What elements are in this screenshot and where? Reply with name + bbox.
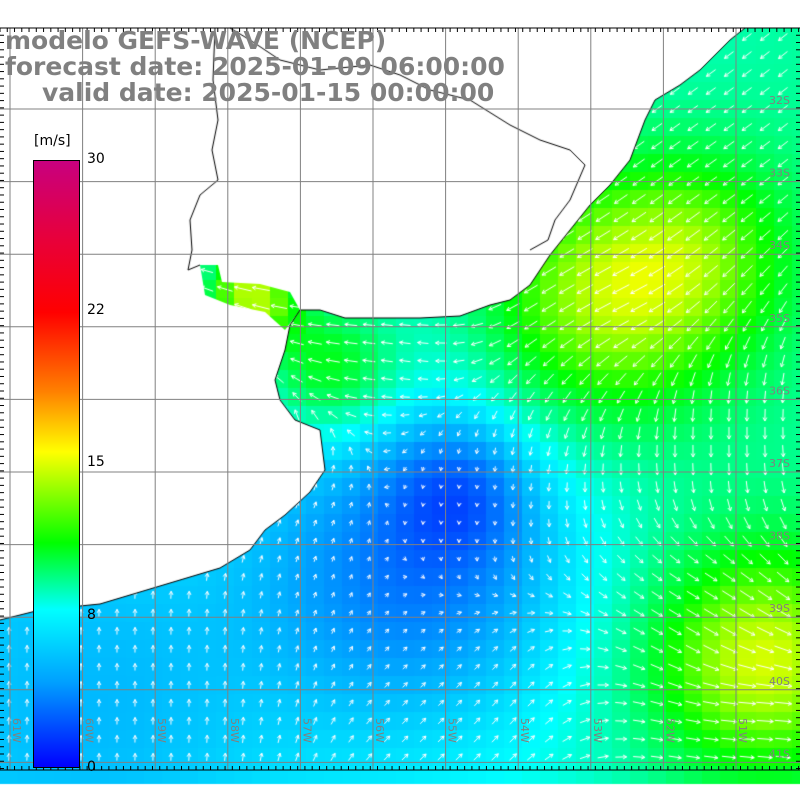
- lat-label: 38S: [769, 530, 790, 543]
- colorbar-tick-30: 30: [87, 151, 105, 167]
- colorbar-tick-0: 0: [87, 759, 96, 775]
- lat-label: 33S: [769, 167, 790, 180]
- lon-label: 51W: [736, 718, 749, 743]
- lon-label: 53W: [591, 718, 604, 743]
- lat-label: 36S: [769, 384, 790, 397]
- lon-label: 60W: [83, 718, 96, 743]
- title-model: modelo GEFS-WAVE (NCEP): [5, 26, 387, 55]
- lon-label: 61W: [10, 718, 23, 743]
- lon-label: 56W: [373, 718, 386, 743]
- lon-label: 55W: [446, 718, 459, 743]
- colorbar-tick-15: 15: [87, 454, 105, 470]
- lat-label: 32S: [769, 94, 790, 107]
- title-valid-date: valid date: 2025-01-15 00:00:00: [42, 78, 495, 107]
- colorbar-unit: [m/s]: [34, 133, 71, 149]
- colorbar: [33, 160, 80, 768]
- lon-label: 57W: [300, 718, 313, 743]
- lat-label: 39S: [769, 602, 790, 615]
- lat-label: 35S: [769, 312, 790, 325]
- lat-label: 41S: [769, 747, 790, 760]
- lon-label: 59W: [155, 718, 168, 743]
- lon-label: 52W: [663, 718, 676, 743]
- lon-label: 58W: [228, 718, 241, 743]
- colorbar-tick-22: 22: [87, 302, 105, 318]
- title-forecast-date: forecast date: 2025-01-09 06:00:00: [5, 52, 505, 81]
- lat-label: 40S: [769, 675, 790, 688]
- colorbar-tick-8: 8: [87, 607, 96, 623]
- lon-label: 54W: [518, 718, 531, 743]
- lat-label: 34S: [769, 239, 790, 252]
- lat-label: 37S: [769, 457, 790, 470]
